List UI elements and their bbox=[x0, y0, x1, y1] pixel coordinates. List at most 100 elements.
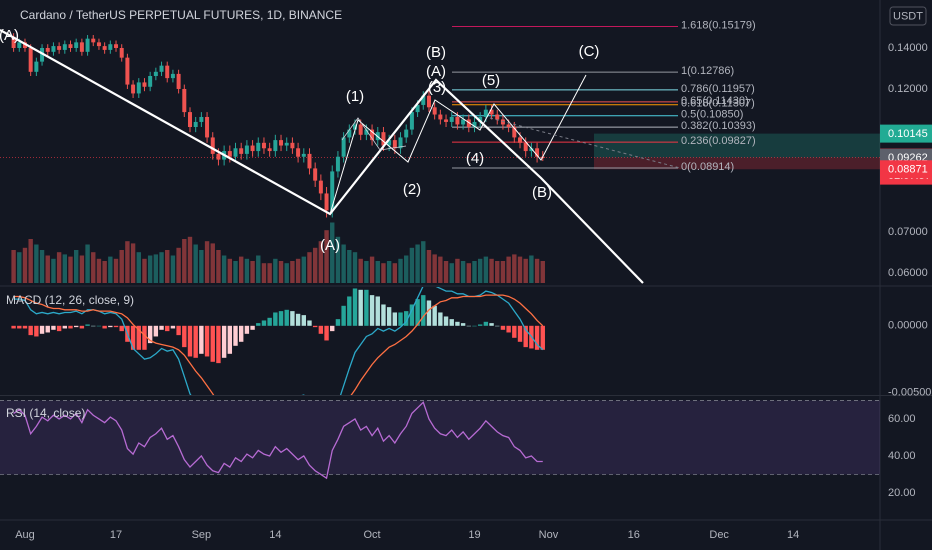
x-tick-label: Dec bbox=[709, 529, 729, 541]
macd-histogram-bar bbox=[483, 321, 489, 326]
macd-histogram-bar bbox=[204, 325, 210, 357]
wave-label: (1) bbox=[346, 88, 364, 105]
macd-histogram-bar bbox=[318, 325, 324, 334]
volume-bar bbox=[512, 254, 517, 283]
macd-histogram-bar bbox=[147, 325, 153, 344]
candle-body bbox=[518, 137, 523, 143]
volume-bar bbox=[210, 243, 215, 283]
x-tick-label: 14 bbox=[269, 529, 281, 541]
volume-bar bbox=[534, 258, 540, 283]
panel bbox=[11, 287, 545, 395]
volume-bar bbox=[45, 255, 50, 283]
volume-bar bbox=[392, 263, 398, 283]
y-tick-label: 0.12000 bbox=[888, 83, 928, 95]
macd-histogram-bar bbox=[426, 300, 432, 326]
macd-histogram-bar bbox=[267, 317, 272, 326]
macd-histogram-bar bbox=[449, 319, 454, 326]
candle-body bbox=[17, 42, 22, 48]
volume-bar bbox=[79, 255, 85, 283]
currency-label[interactable]: USDT bbox=[893, 10, 923, 22]
macd-histogram-bar bbox=[312, 325, 318, 328]
candle-body bbox=[523, 142, 528, 152]
x-tick-label: 17 bbox=[110, 529, 122, 541]
y-tick-label: 0.00000 bbox=[888, 320, 928, 332]
wave-label: (A) bbox=[0, 27, 19, 44]
macd-histogram-bar bbox=[341, 305, 346, 326]
macd-histogram-bar bbox=[153, 325, 159, 337]
macd-histogram-bar bbox=[182, 325, 187, 348]
candle-body bbox=[91, 38, 96, 43]
macd-histogram-bar bbox=[216, 325, 221, 364]
currency-box[interactable] bbox=[889, 6, 927, 26]
candle-body bbox=[199, 116, 204, 122]
candle-body bbox=[421, 95, 426, 105]
y-tick-label: 0.07000 bbox=[888, 226, 928, 238]
candle-body bbox=[11, 36, 16, 48]
candle-body bbox=[324, 193, 329, 211]
volume-bar bbox=[318, 241, 324, 283]
macd-line bbox=[13, 287, 544, 395]
candle-body bbox=[256, 142, 261, 152]
candle-body bbox=[341, 137, 346, 157]
macd-histogram-bar bbox=[22, 325, 28, 329]
macd-histogram-bar bbox=[466, 325, 471, 327]
candle-body bbox=[159, 65, 164, 72]
macd-histogram-bar bbox=[91, 325, 96, 327]
macd-histogram-bar bbox=[540, 325, 545, 350]
y-tick-label: 40.00 bbox=[888, 450, 916, 462]
volume-bar bbox=[28, 239, 33, 283]
macd-histogram-bar bbox=[170, 325, 176, 329]
candle-body bbox=[227, 151, 232, 157]
volume-bar bbox=[147, 255, 153, 283]
candle-body bbox=[74, 42, 79, 48]
macd-histogram-bar bbox=[227, 325, 233, 354]
fib-label: 1.618(0.15179) bbox=[681, 19, 756, 31]
candle-body bbox=[529, 148, 534, 152]
volume-bar bbox=[529, 255, 534, 283]
candle-body bbox=[210, 137, 215, 154]
candle-body bbox=[216, 153, 221, 160]
volume-bar bbox=[22, 247, 28, 283]
macd-histogram-bar bbox=[239, 325, 244, 342]
macd-histogram-bar bbox=[455, 321, 460, 326]
price-tag bbox=[880, 160, 932, 179]
volume-bar bbox=[96, 258, 102, 283]
candle-body bbox=[153, 71, 158, 76]
indicator-title: RSI (14, close) bbox=[6, 406, 85, 420]
macd-histogram-bar bbox=[102, 325, 107, 329]
macd-histogram-bar bbox=[187, 325, 193, 357]
candle-body bbox=[279, 140, 284, 146]
macd-histogram-bar bbox=[495, 325, 500, 327]
macd-histogram-bar bbox=[284, 309, 289, 326]
candle-body bbox=[45, 47, 50, 52]
wave-label: (A) bbox=[320, 237, 340, 254]
candle-body bbox=[131, 84, 136, 94]
volume-bar bbox=[523, 258, 528, 283]
candle-body bbox=[455, 116, 460, 125]
macd-histogram-bar bbox=[438, 312, 443, 326]
volume-bar bbox=[199, 250, 204, 283]
chart-title: Cardano / TetherUS PERPETUAL FUTURES, 1D… bbox=[20, 8, 342, 22]
volume-bar bbox=[358, 258, 363, 283]
candle-body bbox=[176, 73, 181, 89]
macd-histogram-bar bbox=[381, 304, 386, 326]
y-tick-label: 60.00 bbox=[888, 413, 916, 425]
candle-body bbox=[335, 156, 340, 172]
macd-histogram-bar bbox=[96, 325, 102, 327]
candle-body bbox=[478, 116, 483, 122]
volume-bar bbox=[11, 250, 16, 283]
volume-bar bbox=[404, 255, 409, 283]
candle-body bbox=[233, 148, 238, 157]
macd-histogram-bar bbox=[364, 289, 369, 326]
macd-histogram-bar bbox=[369, 295, 375, 326]
macd-histogram-bar bbox=[347, 296, 352, 326]
macd-histogram-bar bbox=[506, 325, 511, 333]
macd-histogram-bar bbox=[290, 311, 295, 326]
macd-histogram-bar bbox=[534, 325, 540, 350]
volume-bar bbox=[352, 252, 358, 283]
volume-bar bbox=[426, 250, 432, 283]
candle-body bbox=[506, 124, 511, 128]
x-tick-label: 14 bbox=[787, 529, 799, 541]
macd-histogram-bar bbox=[193, 325, 198, 358]
